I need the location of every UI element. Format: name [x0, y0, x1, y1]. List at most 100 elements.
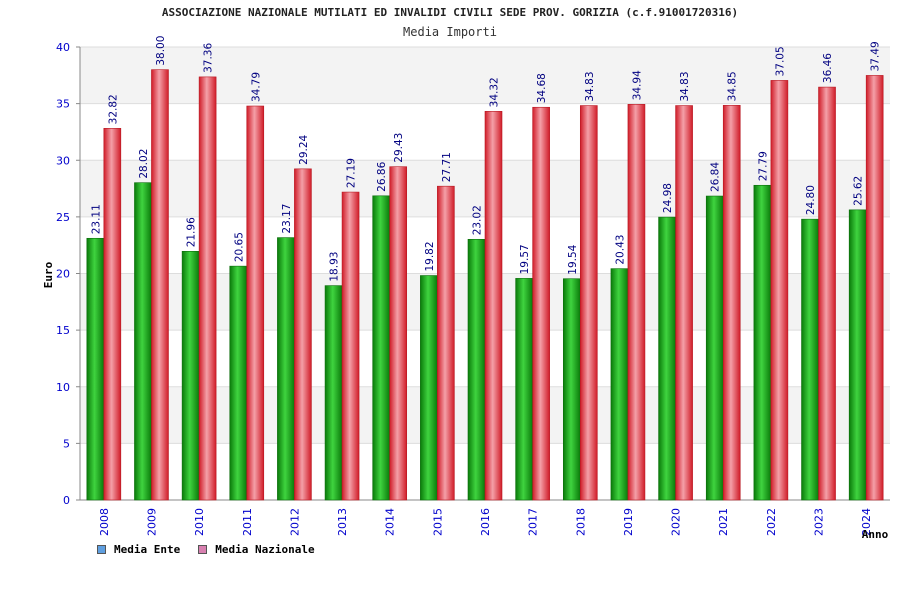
bar-media-nazionale-2020: [675, 105, 693, 501]
bar-media-ente-2023: [801, 218, 819, 501]
x-tick-label: 2010: [193, 508, 206, 536]
data-label-media-ente: 27.79: [757, 151, 769, 181]
y-tick-label: 30: [56, 154, 70, 167]
data-label-media-nazionale: 34.83: [584, 71, 596, 101]
data-label-media-nazionale: 34.83: [679, 71, 691, 101]
chart-subtitle: Media Importi: [403, 25, 497, 39]
data-label-media-ente: 19.54: [567, 244, 579, 274]
x-tick-label: 2017: [527, 508, 540, 536]
legend-label-media-ente: Media Ente: [114, 543, 181, 556]
x-tick-label: 2009: [145, 508, 158, 536]
x-tick-label: 2008: [98, 508, 111, 536]
legend-item-media-ente: Media Ente: [97, 543, 180, 556]
bar-media-ente-2020: [658, 216, 676, 501]
data-label-media-nazionale: 34.68: [536, 73, 548, 103]
bar-media-ente-2017: [515, 278, 533, 501]
y-tick-label: 10: [56, 381, 70, 394]
bar-media-nazionale-2023: [818, 86, 836, 501]
data-label-media-nazionale: 37.36: [203, 43, 215, 73]
y-tick-label: 20: [56, 268, 70, 281]
x-tick-label: 2014: [384, 508, 397, 536]
legend-swatch-media-ente: [97, 545, 106, 554]
x-tick-label: 2021: [717, 508, 730, 536]
x-tick-label: 2011: [241, 508, 254, 536]
x-tick-label: 2015: [431, 508, 444, 536]
data-label-media-ente: 23.02: [472, 205, 484, 235]
data-label-media-nazionale: 36.46: [822, 53, 834, 83]
bar-media-nazionale-2014: [389, 166, 408, 501]
data-label-media-nazionale: 37.05: [774, 46, 786, 76]
data-label-media-ente: 26.86: [376, 161, 388, 191]
bar-media-nazionale-2015: [437, 185, 455, 501]
legend-label-media-nazionale: Media Nazionale: [215, 543, 315, 556]
bar-media-nazionale-2010: [198, 76, 217, 501]
data-label-media-ente: 20.43: [614, 235, 626, 265]
data-label-media-ente: 24.80: [805, 185, 817, 215]
x-tick-label: 2022: [765, 508, 778, 536]
y-axis-label: Euro: [42, 261, 55, 288]
data-label-media-ente: 19.57: [519, 244, 531, 274]
data-label-media-ente: 23.11: [90, 204, 102, 234]
bar-media-ente-2016: [467, 238, 486, 501]
x-tick-label: 2016: [479, 508, 492, 536]
x-tick-label: 2012: [288, 508, 301, 536]
data-label-media-ente: 25.62: [853, 176, 865, 206]
bar-media-ente-2021: [705, 195, 724, 501]
y-tick-label: 15: [56, 324, 70, 337]
legend-item-media-nazionale: Media Nazionale: [198, 543, 315, 556]
bar-media-ente-2019: [610, 268, 629, 501]
x-tick-label: 2024: [860, 508, 873, 536]
data-label-media-ente: 28.02: [138, 149, 150, 179]
bar-media-ente-2011: [229, 265, 248, 501]
bar-media-nazionale-2009: [151, 69, 169, 501]
bar-media-nazionale-2019: [627, 104, 646, 501]
data-label-media-nazionale: 27.19: [346, 158, 358, 188]
bar-media-ente-2018: [562, 278, 581, 501]
data-label-media-ente: 26.84: [710, 162, 722, 192]
bar-media-nazionale-2008: [103, 128, 122, 501]
x-axis-label: Anno: [862, 528, 889, 541]
data-label-media-nazionale: 34.85: [727, 71, 739, 101]
x-tick-label: 2013: [336, 508, 349, 536]
data-label-media-nazionale: 27.71: [441, 152, 453, 182]
bar-media-ente-2008: [86, 237, 105, 501]
data-label-media-nazionale: 38.00: [155, 36, 167, 66]
y-tick-label: 35: [56, 98, 70, 111]
bar-media-ente-2014: [372, 195, 391, 501]
bar-media-ente-2009: [134, 182, 152, 501]
data-label-media-ente: 24.98: [662, 183, 674, 213]
bar-media-ente-2024: [848, 209, 867, 501]
data-label-media-nazionale: 37.49: [870, 41, 882, 71]
data-label-media-nazionale: 34.79: [250, 72, 262, 102]
bar-media-ente-2012: [277, 237, 295, 501]
bar-media-nazionale-2017: [532, 106, 550, 501]
x-tick-label: 2019: [622, 508, 635, 536]
bar-media-nazionale-2016: [484, 111, 503, 501]
x-tick-label: 2023: [813, 508, 826, 536]
x-tick-label: 2018: [574, 508, 587, 536]
y-tick-label: 25: [56, 211, 70, 224]
bar-media-nazionale-2013: [341, 191, 360, 501]
data-label-media-ente: 18.93: [329, 252, 341, 282]
data-label-media-ente: 20.65: [233, 232, 245, 262]
bar-media-ente-2015: [420, 275, 438, 501]
data-label-media-nazionale: 34.94: [631, 70, 643, 100]
legend: Media Ente Media Nazionale: [97, 543, 333, 556]
y-tick-label: 5: [63, 437, 70, 450]
bar-media-ente-2022: [753, 184, 772, 501]
x-tick-label: 2020: [670, 508, 683, 536]
y-tick-label: 0: [63, 494, 70, 507]
bar-media-nazionale-2024: [865, 75, 884, 501]
bar-media-nazionale-2011: [246, 105, 265, 501]
legend-swatch-media-nazionale: [198, 545, 208, 554]
data-label-media-ente: 21.96: [186, 217, 198, 247]
bar-media-nazionale-2018: [579, 105, 598, 501]
y-tick-label: 40: [56, 41, 70, 54]
chart-title: ASSOCIAZIONE NAZIONALE MUTILATI ED INVAL…: [161, 6, 739, 19]
bar-media-nazionale-2012: [294, 168, 312, 501]
data-label-media-nazionale: 32.82: [107, 94, 119, 124]
data-label-media-ente: 23.17: [281, 204, 293, 234]
bar-media-nazionale-2021: [722, 105, 741, 501]
bar-media-nazionale-2022: [770, 80, 789, 501]
